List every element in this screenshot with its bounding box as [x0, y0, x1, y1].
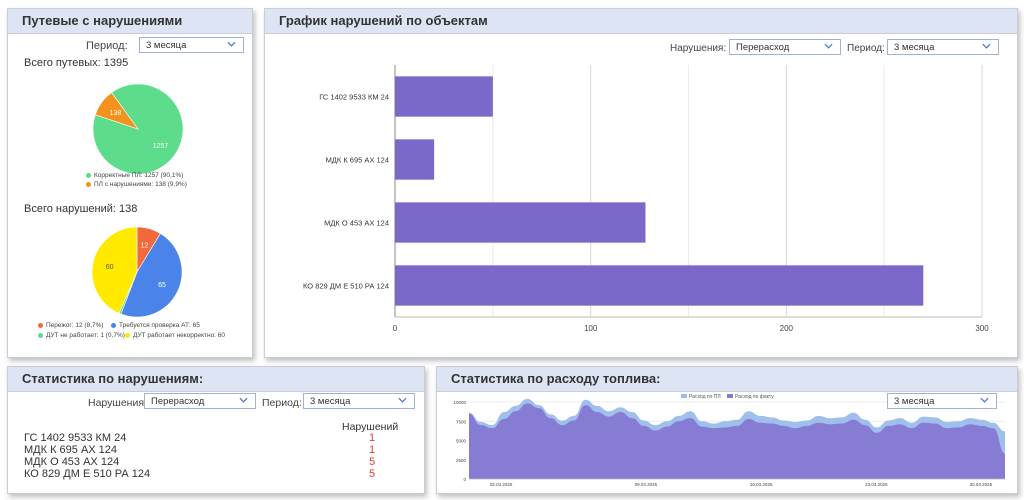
y-tick-label: 0	[463, 477, 466, 482]
pie-slice-label: 138	[110, 110, 122, 117]
legend-label: Расход по ПЛ	[689, 394, 721, 400]
legend-dot	[86, 172, 91, 178]
x-tick-label: 16.03.2025	[750, 482, 773, 487]
y-tick-label: 10000	[453, 400, 466, 405]
fuel-panel-title: Статистика по расходу топлива:	[437, 367, 1017, 392]
bar	[395, 202, 646, 243]
legend-swatch	[681, 394, 687, 398]
bar	[395, 139, 435, 180]
chevron-down-icon	[227, 41, 236, 47]
period-label: Период:	[262, 397, 302, 409]
area-series	[469, 403, 1005, 479]
pie2-legend-4: ДУТ работает некорректно: 60	[125, 332, 225, 339]
pie-slice	[91, 226, 138, 314]
category-label: МДК О 453 АХ 124	[324, 219, 389, 228]
pie-violations: 12 65 60	[91, 226, 183, 318]
x-tick-label: 23.03.2025	[865, 482, 888, 487]
legend-swatch	[727, 394, 733, 398]
x-tick-label: 09.03.2025	[635, 482, 658, 487]
x-tick-label: 100	[584, 324, 598, 333]
pie1-legend-1: Корректные ПЛ: 1257 (90,1%)	[86, 172, 183, 179]
stats-panel: Статистика по нарушениям: Нарушения: Пер…	[7, 366, 425, 494]
violation-type-select-value: Перерасход	[151, 396, 205, 407]
violations-panel: Путевые с нарушениями Период: 3 месяца В…	[7, 8, 253, 358]
period-select[interactable]: 3 месяца	[887, 393, 997, 409]
category-label: ГС 1402 9533 КМ 24	[319, 93, 389, 102]
legend-dot	[111, 322, 116, 328]
bar	[395, 76, 493, 117]
period-select-value: 3 месяца	[894, 42, 935, 53]
x-tick-label: 200	[780, 324, 794, 333]
stats-panel-title: Статистика по нарушениям:	[8, 367, 424, 392]
period-select[interactable]: 3 месяца	[303, 393, 415, 409]
violation-type-select[interactable]: Перерасход	[729, 39, 841, 55]
y-tick-label: 2500	[456, 458, 467, 463]
fuel-panel: Статистика по расходу топлива: Расход по…	[436, 366, 1018, 494]
legend-label: Расход по факту	[735, 394, 774, 400]
table-row-count: 5	[369, 468, 376, 480]
period-select[interactable]: 3 месяца	[887, 39, 999, 55]
violations-panel-title: Путевые с нарушениями	[8, 9, 252, 34]
period-label: Период:	[847, 43, 885, 54]
table-row-name: КО 829 ДМ Е 510 РА 124	[24, 468, 151, 480]
pie-slice-label: 65	[158, 282, 166, 289]
pie-slice-label: 12	[141, 243, 149, 250]
pie2-legend-3: ДУТ не работает: 1 (0,7%)	[38, 332, 125, 339]
legend-dot	[38, 332, 43, 338]
chevron-down-icon	[398, 397, 407, 403]
y-tick-label: 7500	[456, 419, 467, 424]
bar	[395, 265, 924, 306]
x-tick-label: 300	[975, 324, 989, 333]
pie-slice-label: 60	[106, 264, 114, 271]
pie-waybills: 1257 138	[92, 83, 184, 175]
table-row-count: 1	[369, 444, 376, 456]
fuel-area-chart: Расход по ПЛ Расход по факту 10000 7500 5000…	[453, 394, 1005, 487]
table-row-name: МДК О 453 АХ 124	[24, 456, 120, 468]
pie-slice	[120, 233, 183, 318]
count-column-header: Нарушений	[342, 421, 399, 433]
objects-panel: График нарушений по объектам Нарушения: …	[264, 8, 1018, 358]
chevron-down-icon	[824, 43, 833, 49]
x-tick-label: 30.03.2025	[970, 482, 993, 487]
pie2-legend-2: Требуется проверка АТ: 65	[111, 322, 200, 329]
category-label: КО 829 ДМ Е 510 РА 124	[303, 282, 389, 291]
table-row-name: ГС 1402 9533 КМ 24	[24, 432, 127, 444]
y-tick-label: 5000	[456, 439, 467, 444]
period-select-value: 3 месяца	[146, 40, 187, 51]
chevron-down-icon	[239, 397, 248, 403]
category-label: МДК К 695 АХ 124	[326, 156, 389, 165]
table-row-count: 1	[369, 432, 376, 444]
total-violations: Всего нарушений: 138	[24, 203, 138, 215]
pie1-legend-2: ПЛ с нарушениями: 138 (9,9%)	[86, 181, 187, 188]
violation-type-label: Нарушения:	[670, 43, 727, 54]
table-row-count: 5	[369, 456, 376, 468]
period-label: Период:	[86, 40, 128, 52]
table-row-name: МДК К 695 АХ 124	[24, 444, 118, 456]
legend-dot	[86, 181, 91, 187]
violations-bar-chart: 0 100 200 300 ГС 1402 9533 КМ 24 МДК К 695 АХ…	[303, 65, 989, 333]
pie2-legend-1: Пережог: 12 (8,7%)	[38, 322, 104, 329]
period-select[interactable]: 3 месяца	[139, 37, 244, 53]
x-tick-label: 0	[393, 324, 398, 333]
violation-type-select-value: Перерасход	[736, 42, 790, 53]
chevron-down-icon	[980, 397, 989, 403]
period-select-value: 3 месяца	[894, 396, 935, 407]
legend-dot	[125, 332, 130, 338]
violation-type-label: Нарушения:	[88, 397, 147, 409]
x-tick-label: 02.03.2025	[490, 482, 513, 487]
chevron-down-icon	[982, 43, 991, 49]
pie-slice	[94, 92, 139, 130]
objects-panel-title: График нарушений по объектам	[265, 9, 1017, 34]
period-select-value: 3 месяца	[310, 396, 351, 407]
legend-dot	[38, 322, 43, 328]
pie-slice-label: 1257	[153, 143, 169, 150]
total-waybills: Всего путевых: 1395	[24, 57, 129, 69]
violation-type-select[interactable]: Перерасход	[144, 393, 256, 409]
